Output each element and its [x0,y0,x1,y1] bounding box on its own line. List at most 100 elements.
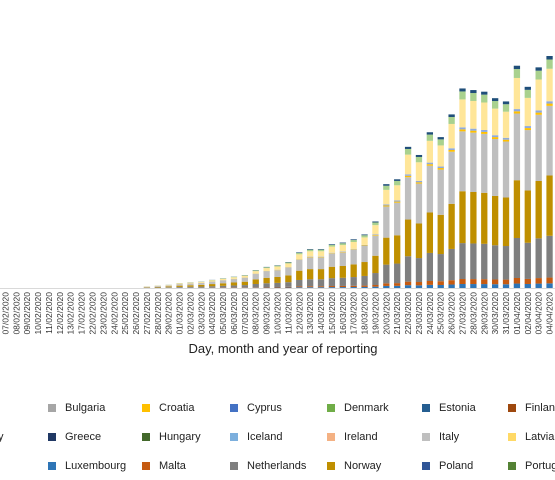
bar-segment-italy [481,133,488,193]
bar-segment-spain [361,237,368,245]
bar-segment-norway [426,212,434,253]
bar-segment-czechia [426,132,434,135]
x-axis-label: Day, month and year of reporting [188,341,377,356]
bar-segment-italy [350,249,357,265]
bar-segment-sweden [546,101,553,104]
bar-segment-sweden [437,166,444,169]
bar-segment-spain [372,225,379,235]
bar-segment-norway [437,214,444,255]
legend-swatch [422,462,430,470]
x-tick-label: 20/03/2020 [381,292,391,335]
bar-segment-italy [470,132,477,192]
bar-segment-netherlands [426,252,434,281]
bar-segment-united_kingdom [437,139,444,146]
bar-segment-czechia [394,179,401,181]
bar-segment-netherlands [209,286,216,288]
x-tick-label: 18/03/2020 [360,292,370,335]
bar-segment-italy [491,138,499,196]
x-tick-label: 02/04/2020 [523,292,533,335]
bar-segment-luxembourg [306,287,314,288]
bar-segment-spain [535,79,542,111]
bar-segment-spain [394,185,401,201]
bar-segment-norway [404,219,412,257]
bar-segment-netherlands [219,285,227,288]
legend-item: Iceland [230,431,282,443]
legend-item: Latvia [508,431,554,443]
x-tick-label: 28/02/2020 [153,292,163,335]
x-tick-label: 29/02/2020 [164,292,174,335]
legend-swatch [48,433,56,441]
bar-segment-malta [263,287,270,288]
legend-label: Denmark [344,402,389,414]
bar-segment-czechia [296,252,303,253]
bar-segment-norway [317,269,325,280]
x-tick-label: 12/02/2020 [55,292,65,335]
bar-segment-spain [328,246,336,253]
bar-segment-czechia [535,67,542,71]
bar-segment-united_kingdom [394,180,401,186]
bar-segment-norway [187,285,194,287]
bar-segment-spain [285,263,292,268]
bar-segment-italy [230,279,238,283]
x-tick-label: 25/03/2020 [436,292,446,335]
x-tick-label: 14/03/2020 [316,292,326,335]
bar-segment-norway [513,180,521,238]
x-tick-label: 03/04/2020 [534,292,544,335]
x-tick-label: 31/03/2020 [501,292,511,335]
bar-segment-netherlands [198,286,205,288]
bar-segment-italy [394,202,401,236]
bar-segment-luxembourg [404,285,412,288]
legend-swatch [508,433,516,441]
bar-segment-czechia [317,249,325,250]
bar-segment-czechia [339,242,346,244]
bar-segment-netherlands [459,243,466,280]
bar-segment-spain [350,242,357,249]
bar-segment-luxembourg [513,283,521,288]
bar-segment-norway [481,192,488,244]
bar-segment-norway [535,180,542,239]
bar-segment-norway [219,283,227,286]
legend-swatch [508,404,516,412]
legend-label: Italy [439,431,460,443]
bar-segment-malta [513,278,521,284]
bar-segment-czechia [448,114,455,118]
bar-segment-norway [198,284,205,287]
bar-segment-luxembourg [437,284,444,288]
legend-label: Estonia [439,402,476,414]
bar-segment-sweden [361,244,368,246]
bar-segment-italy [459,131,466,192]
bar-segment-sweden [448,148,455,150]
bar-segment-norway [241,281,249,286]
bar-segment-norway [361,262,368,276]
bar-segment-united_kingdom [241,275,249,276]
bar-segment-sweden [491,135,499,138]
bar-segment-croatia [361,245,368,246]
x-tick-label: 01/03/2020 [175,292,185,335]
bar-segment-malta [437,281,444,285]
bar-segment-united_kingdom [372,222,379,226]
x-tick-label: 21/03/2020 [392,292,402,335]
bar-segment-croatia [437,168,444,170]
bar-segment-italy [415,183,423,224]
bar-segment-luxembourg [328,287,336,288]
x-tick-label: 24/02/2020 [109,292,119,335]
legend-label: Bulgaria [65,402,106,414]
bar-segment-czechia [491,98,499,102]
x-tick-label: 16/03/2020 [338,292,348,335]
bar-segment-luxembourg [546,283,553,288]
legend-label: Latvia [525,431,555,443]
bar-segment-malta [546,277,553,284]
bar-segment-netherlands [535,238,542,279]
legend-label: Hungary [159,431,201,443]
x-tick-label: 05/03/2020 [218,292,228,335]
bar-segment-norway [154,286,161,288]
bar-segment-netherlands [448,248,455,281]
bar-segment-spain [252,271,259,274]
x-tick-label: 30/03/2020 [490,292,500,335]
x-tick-label: 07/03/2020 [240,292,250,335]
bar-segment-netherlands [394,263,401,284]
bar-segment-czechia [350,239,357,241]
bar-segment-luxembourg [426,284,434,288]
bar-segment-italy [513,113,521,181]
x-tick-label: 10/02/2020 [33,292,43,335]
